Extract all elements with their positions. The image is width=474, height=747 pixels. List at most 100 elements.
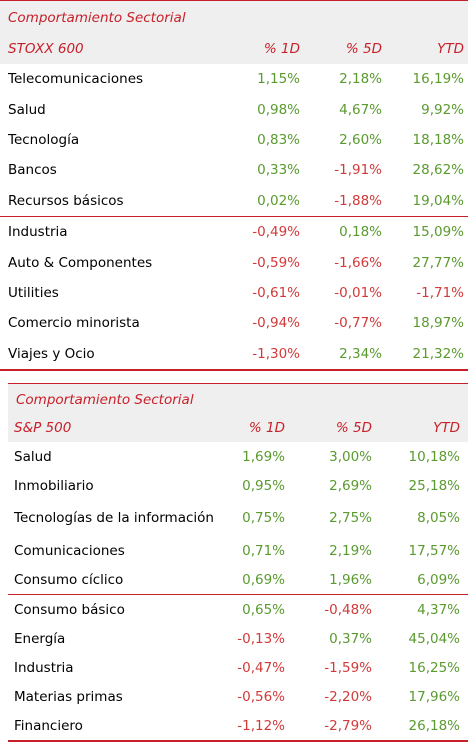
table-row: Utilities -0,61% -0,01% -1,71% bbox=[0, 278, 468, 308]
table-row: Consumo cíclico 0,69% 1,96% 6,09% bbox=[8, 565, 468, 594]
sector-name: Bancos bbox=[8, 162, 57, 179]
table-title: Comportamiento Sectorial bbox=[8, 10, 186, 26]
sector-name: Industria bbox=[14, 659, 74, 676]
change-5d: 2,69% bbox=[329, 477, 372, 494]
change-1d: 0,69% bbox=[242, 571, 285, 588]
sector-name: Consumo básico bbox=[14, 601, 125, 618]
change-1d: 0,83% bbox=[257, 131, 300, 148]
change-ytd: 4,37% bbox=[417, 601, 460, 618]
change-1d: -1,12% bbox=[237, 717, 285, 734]
table-row: Inmobiliario 0,95% 2,69% 25,18% bbox=[8, 471, 468, 500]
change-ytd: 21,32% bbox=[412, 345, 464, 362]
table-row: Salud 0,98% 4,67% 9,92% bbox=[0, 94, 468, 124]
table-row: Auto & Componentes -0,59% -1,66% 27,77% bbox=[0, 247, 468, 277]
change-5d: -2,20% bbox=[324, 688, 372, 705]
change-5d: 4,67% bbox=[339, 101, 382, 118]
change-5d: -1,88% bbox=[334, 192, 382, 209]
table-row: Salud 1,69% 3,00% 10,18% bbox=[8, 442, 468, 471]
sector-name: Industria bbox=[8, 224, 68, 241]
change-1d: -0,61% bbox=[252, 284, 300, 301]
sector-name: Tecnología bbox=[8, 131, 80, 148]
change-5d: -1,66% bbox=[334, 254, 382, 271]
change-1d: 0,95% bbox=[242, 477, 285, 494]
table-row: Energía -0,13% 0,37% 45,04% bbox=[8, 624, 468, 653]
table-row: Tecnologías de la información 0,75% 2,75% 8… bbox=[8, 500, 468, 536]
sector-name: Comunicaciones bbox=[14, 542, 125, 559]
table-row: Comunicaciones 0,71% 2,19% 17,57% bbox=[8, 536, 468, 565]
change-5d: -0,77% bbox=[334, 315, 382, 332]
sector-name: Energía bbox=[14, 630, 66, 647]
change-ytd: 15,09% bbox=[412, 224, 464, 241]
sector-name: Viajes y Ocio bbox=[8, 345, 95, 362]
change-5d: 0,18% bbox=[339, 224, 382, 241]
change-ytd: 18,97% bbox=[412, 315, 464, 332]
change-5d: 2,19% bbox=[329, 542, 372, 559]
sector-name: Utilities bbox=[8, 284, 59, 301]
change-ytd: 19,04% bbox=[412, 192, 464, 209]
change-1d: 0,71% bbox=[242, 542, 285, 559]
stoxx-sector-table: Comportamiento Sectorial STOXX 600 % 1D … bbox=[0, 0, 468, 371]
change-1d: -0,59% bbox=[252, 254, 300, 271]
change-1d: -0,13% bbox=[237, 630, 285, 647]
change-1d: 1,15% bbox=[257, 71, 300, 88]
change-ytd: 17,96% bbox=[408, 688, 460, 705]
change-1d: -0,47% bbox=[237, 659, 285, 676]
sector-name: Recursos básicos bbox=[8, 192, 124, 209]
change-1d: 0,65% bbox=[242, 601, 285, 618]
col-1d-header: % 1D bbox=[248, 419, 285, 436]
table-row: Industria -0,49% 0,18% 15,09% bbox=[0, 215, 468, 247]
table-row: Materias primas -0,56% -2,20% 17,96% bbox=[8, 682, 468, 711]
change-ytd: 25,18% bbox=[408, 477, 460, 494]
col-5d-header: % 5D bbox=[345, 40, 382, 57]
change-5d: 2,18% bbox=[339, 71, 382, 88]
table-title-row: Comportamiento Sectorial bbox=[0, 0, 468, 33]
table-row: Industria -0,47% -1,59% 16,25% bbox=[8, 653, 468, 682]
change-ytd: 27,77% bbox=[412, 254, 464, 271]
table-body: Telecomunicaciones 1,15% 2,18% 16,19% Salud 0… bbox=[0, 64, 468, 371]
change-1d: -0,56% bbox=[237, 688, 285, 705]
change-5d: 0,37% bbox=[329, 630, 372, 647]
table-title-row: Comportamiento Sectorial bbox=[8, 383, 468, 413]
change-1d: 1,69% bbox=[242, 448, 285, 465]
change-ytd: 18,18% bbox=[412, 131, 464, 148]
change-1d: 0,98% bbox=[257, 101, 300, 118]
change-5d: 2,60% bbox=[339, 131, 382, 148]
change-ytd: 45,04% bbox=[408, 630, 460, 647]
change-5d: 2,34% bbox=[339, 345, 382, 362]
change-1d: -0,49% bbox=[252, 224, 300, 241]
change-ytd: 8,05% bbox=[417, 510, 460, 526]
change-ytd: -1,71% bbox=[416, 284, 464, 301]
change-ytd: 16,25% bbox=[408, 659, 460, 676]
sector-name: Inmobiliario bbox=[14, 477, 94, 494]
sp500-sector-table: Comportamiento Sectorial S&P 500 % 1D % … bbox=[8, 383, 468, 742]
table-row: Telecomunicaciones 1,15% 2,18% 16,19% bbox=[0, 64, 468, 94]
change-1d: 0,33% bbox=[257, 162, 300, 179]
table-row: Recursos básicos 0,02% -1,88% 19,04% bbox=[0, 186, 468, 216]
sector-name: Financiero bbox=[14, 717, 83, 734]
change-5d: -2,79% bbox=[324, 717, 372, 734]
table-title: Comportamiento Sectorial bbox=[16, 392, 194, 408]
change-1d: 0,02% bbox=[257, 192, 300, 209]
col-5d-header: % 5D bbox=[335, 419, 372, 436]
table-row: Consumo básico 0,65% -0,48% 4,37% bbox=[8, 594, 468, 624]
sector-name: Comercio minorista bbox=[8, 315, 140, 332]
sector-name: Tecnologías de la información bbox=[14, 509, 214, 526]
change-ytd: 10,18% bbox=[408, 448, 460, 465]
change-ytd: 26,18% bbox=[408, 717, 460, 734]
sector-name: Consumo cíclico bbox=[14, 571, 124, 588]
col-ytd-header: YTD bbox=[437, 40, 464, 57]
change-1d: -0,94% bbox=[252, 315, 300, 332]
change-ytd: 6,09% bbox=[417, 571, 460, 588]
change-5d: 1,96% bbox=[329, 571, 372, 588]
change-5d: 3,00% bbox=[329, 448, 372, 465]
table-row: Financiero -1,12% -2,79% 26,18% bbox=[8, 711, 468, 742]
change-ytd: 17,57% bbox=[408, 542, 460, 559]
change-ytd: 9,92% bbox=[421, 101, 464, 118]
sector-name: Salud bbox=[8, 101, 46, 118]
change-5d: -1,59% bbox=[324, 659, 372, 676]
change-5d: -0,01% bbox=[334, 284, 382, 301]
index-name-header: STOXX 600 bbox=[8, 40, 84, 57]
sector-name: Materias primas bbox=[14, 688, 123, 705]
change-1d: 0,75% bbox=[242, 510, 285, 526]
change-ytd: 16,19% bbox=[412, 71, 464, 88]
